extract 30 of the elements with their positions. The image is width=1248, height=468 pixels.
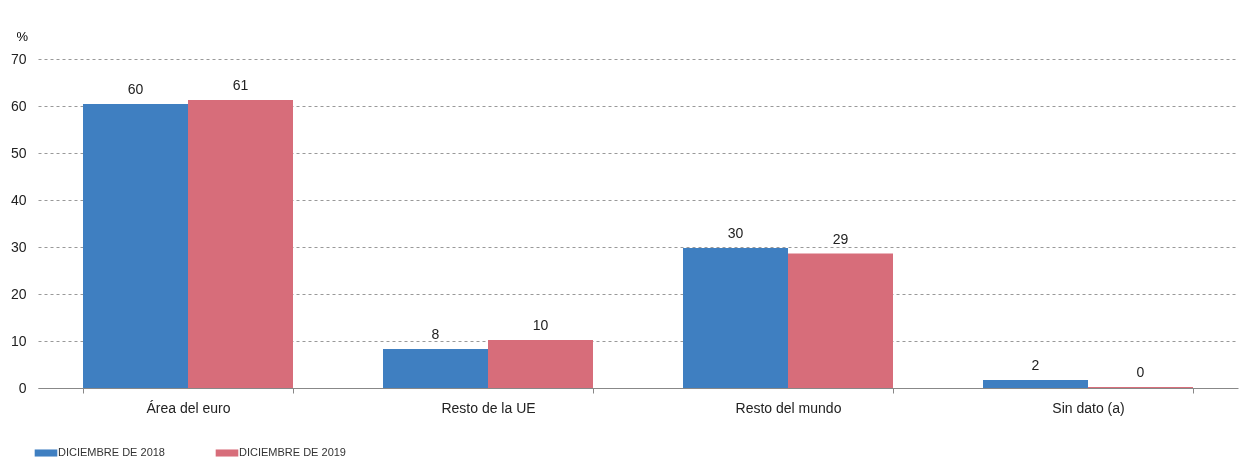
data-label: 10 xyxy=(532,317,549,334)
bar xyxy=(488,340,593,388)
bar xyxy=(188,99,293,388)
legend-label: DICIEMBRE DE 2019 xyxy=(239,446,346,458)
bar xyxy=(683,247,788,388)
y-axis-title: % xyxy=(16,28,29,44)
data-label: 2 xyxy=(1031,357,1040,374)
y-tick-label: 0 xyxy=(18,379,27,396)
y-tick-label: 50 xyxy=(10,144,27,161)
data-label: 30 xyxy=(727,224,744,241)
x-tick-label: Sin dato (a) xyxy=(1052,399,1125,416)
bar xyxy=(383,348,488,388)
y-tick-label: 60 xyxy=(10,97,27,114)
x-tick-label: Área del euro xyxy=(146,399,231,416)
data-label: 29 xyxy=(832,230,849,247)
data-label: 60 xyxy=(127,81,144,98)
bar xyxy=(83,104,188,388)
y-tick-label: 10 xyxy=(10,332,27,349)
y-tick-label: 20 xyxy=(10,285,27,302)
legend-label: DICIEMBRE DE 2018 xyxy=(58,446,165,458)
data-label: 0 xyxy=(1136,364,1145,381)
x-tick-label: Resto de la UE xyxy=(441,399,536,416)
y-tick-label: 70 xyxy=(10,50,27,67)
data-label: 8 xyxy=(431,325,440,342)
y-tick-label: 40 xyxy=(10,191,27,208)
bar xyxy=(788,253,893,388)
data-label: 61 xyxy=(232,76,249,93)
x-tick-label: Resto del mundo xyxy=(735,399,842,416)
bar xyxy=(983,380,1088,388)
y-tick-label: 30 xyxy=(10,238,27,255)
